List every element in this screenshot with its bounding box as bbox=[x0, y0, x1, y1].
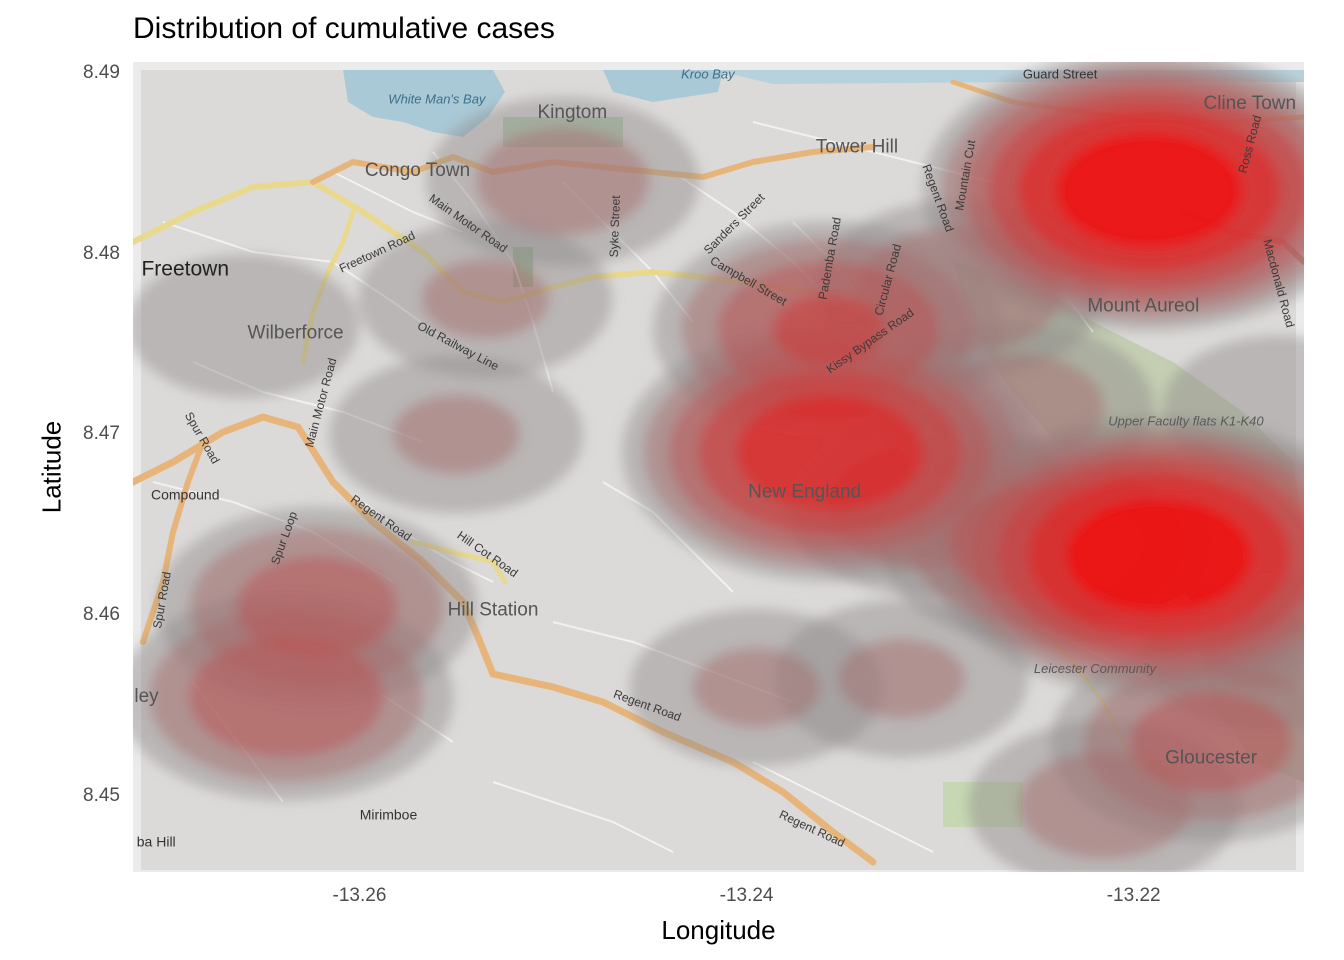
place-label: Wilberforce bbox=[248, 323, 344, 344]
density-contour bbox=[189, 636, 383, 757]
x-axis-title: Longitude bbox=[661, 915, 776, 945]
density-contour bbox=[1056, 132, 1242, 248]
place-label: ba Hill bbox=[137, 834, 176, 850]
y-tick-label: 8.49 bbox=[83, 61, 120, 83]
density-contour bbox=[1018, 751, 1192, 859]
density-contour bbox=[392, 395, 520, 474]
chart-title: Distribution of cumulative cases bbox=[133, 12, 555, 45]
density-contour bbox=[1066, 498, 1252, 614]
density-contour bbox=[236, 556, 398, 657]
y-tick-label: 8.48 bbox=[83, 242, 120, 264]
place-label: Compound bbox=[151, 487, 220, 503]
x-tick-label: -13.24 bbox=[719, 885, 774, 906]
white-mans-bay bbox=[343, 70, 505, 137]
density-contour bbox=[692, 648, 820, 727]
place-label: ley bbox=[134, 686, 159, 707]
place-label: White Man's Bay bbox=[388, 92, 487, 107]
density-layer bbox=[133, 62, 1304, 872]
place-label: Kroo Bay bbox=[681, 66, 736, 81]
density-contour bbox=[476, 127, 650, 235]
density-contour bbox=[133, 254, 360, 398]
place-label: Freetown bbox=[141, 257, 229, 280]
place-label: New England bbox=[748, 482, 861, 503]
place-label: Mount Aureol bbox=[1087, 296, 1199, 317]
density-contour bbox=[837, 639, 965, 718]
y-tick-label: 8.46 bbox=[83, 604, 120, 626]
x-tick-label: -13.26 bbox=[332, 885, 387, 906]
place-label: Mirimboe bbox=[360, 807, 418, 823]
place-label: Tower Hill bbox=[816, 136, 898, 157]
y-tick-label: 8.45 bbox=[83, 785, 120, 807]
place-label: Congo Town bbox=[365, 160, 470, 181]
place-label: Upper Faculty flats K1-K40 bbox=[1108, 413, 1264, 428]
density-contour bbox=[736, 394, 923, 511]
x-tick-label: -13.22 bbox=[1106, 885, 1161, 906]
place-label: Gloucester bbox=[1165, 748, 1258, 769]
density-contour bbox=[1130, 692, 1292, 792]
place-label-layer: White Man's Bay Kroo Bay Guard Street Kingt… bbox=[134, 66, 1296, 849]
place-label: Leicester Community bbox=[1034, 661, 1158, 676]
place-label: Guard Street bbox=[1023, 66, 1098, 81]
spur-road bbox=[140, 439, 206, 645]
kroo-bay bbox=[603, 70, 723, 102]
y-tick-label: 8.47 bbox=[83, 423, 120, 445]
place-label: Kingtom bbox=[538, 102, 608, 123]
density-contour bbox=[421, 259, 549, 339]
place-label: Hill Station bbox=[448, 599, 539, 620]
y-axis-title: Latitude bbox=[36, 420, 67, 514]
road-label: Syke Street bbox=[607, 194, 623, 257]
place-label: Cline Town bbox=[1204, 93, 1297, 114]
density-contour bbox=[772, 295, 884, 364]
